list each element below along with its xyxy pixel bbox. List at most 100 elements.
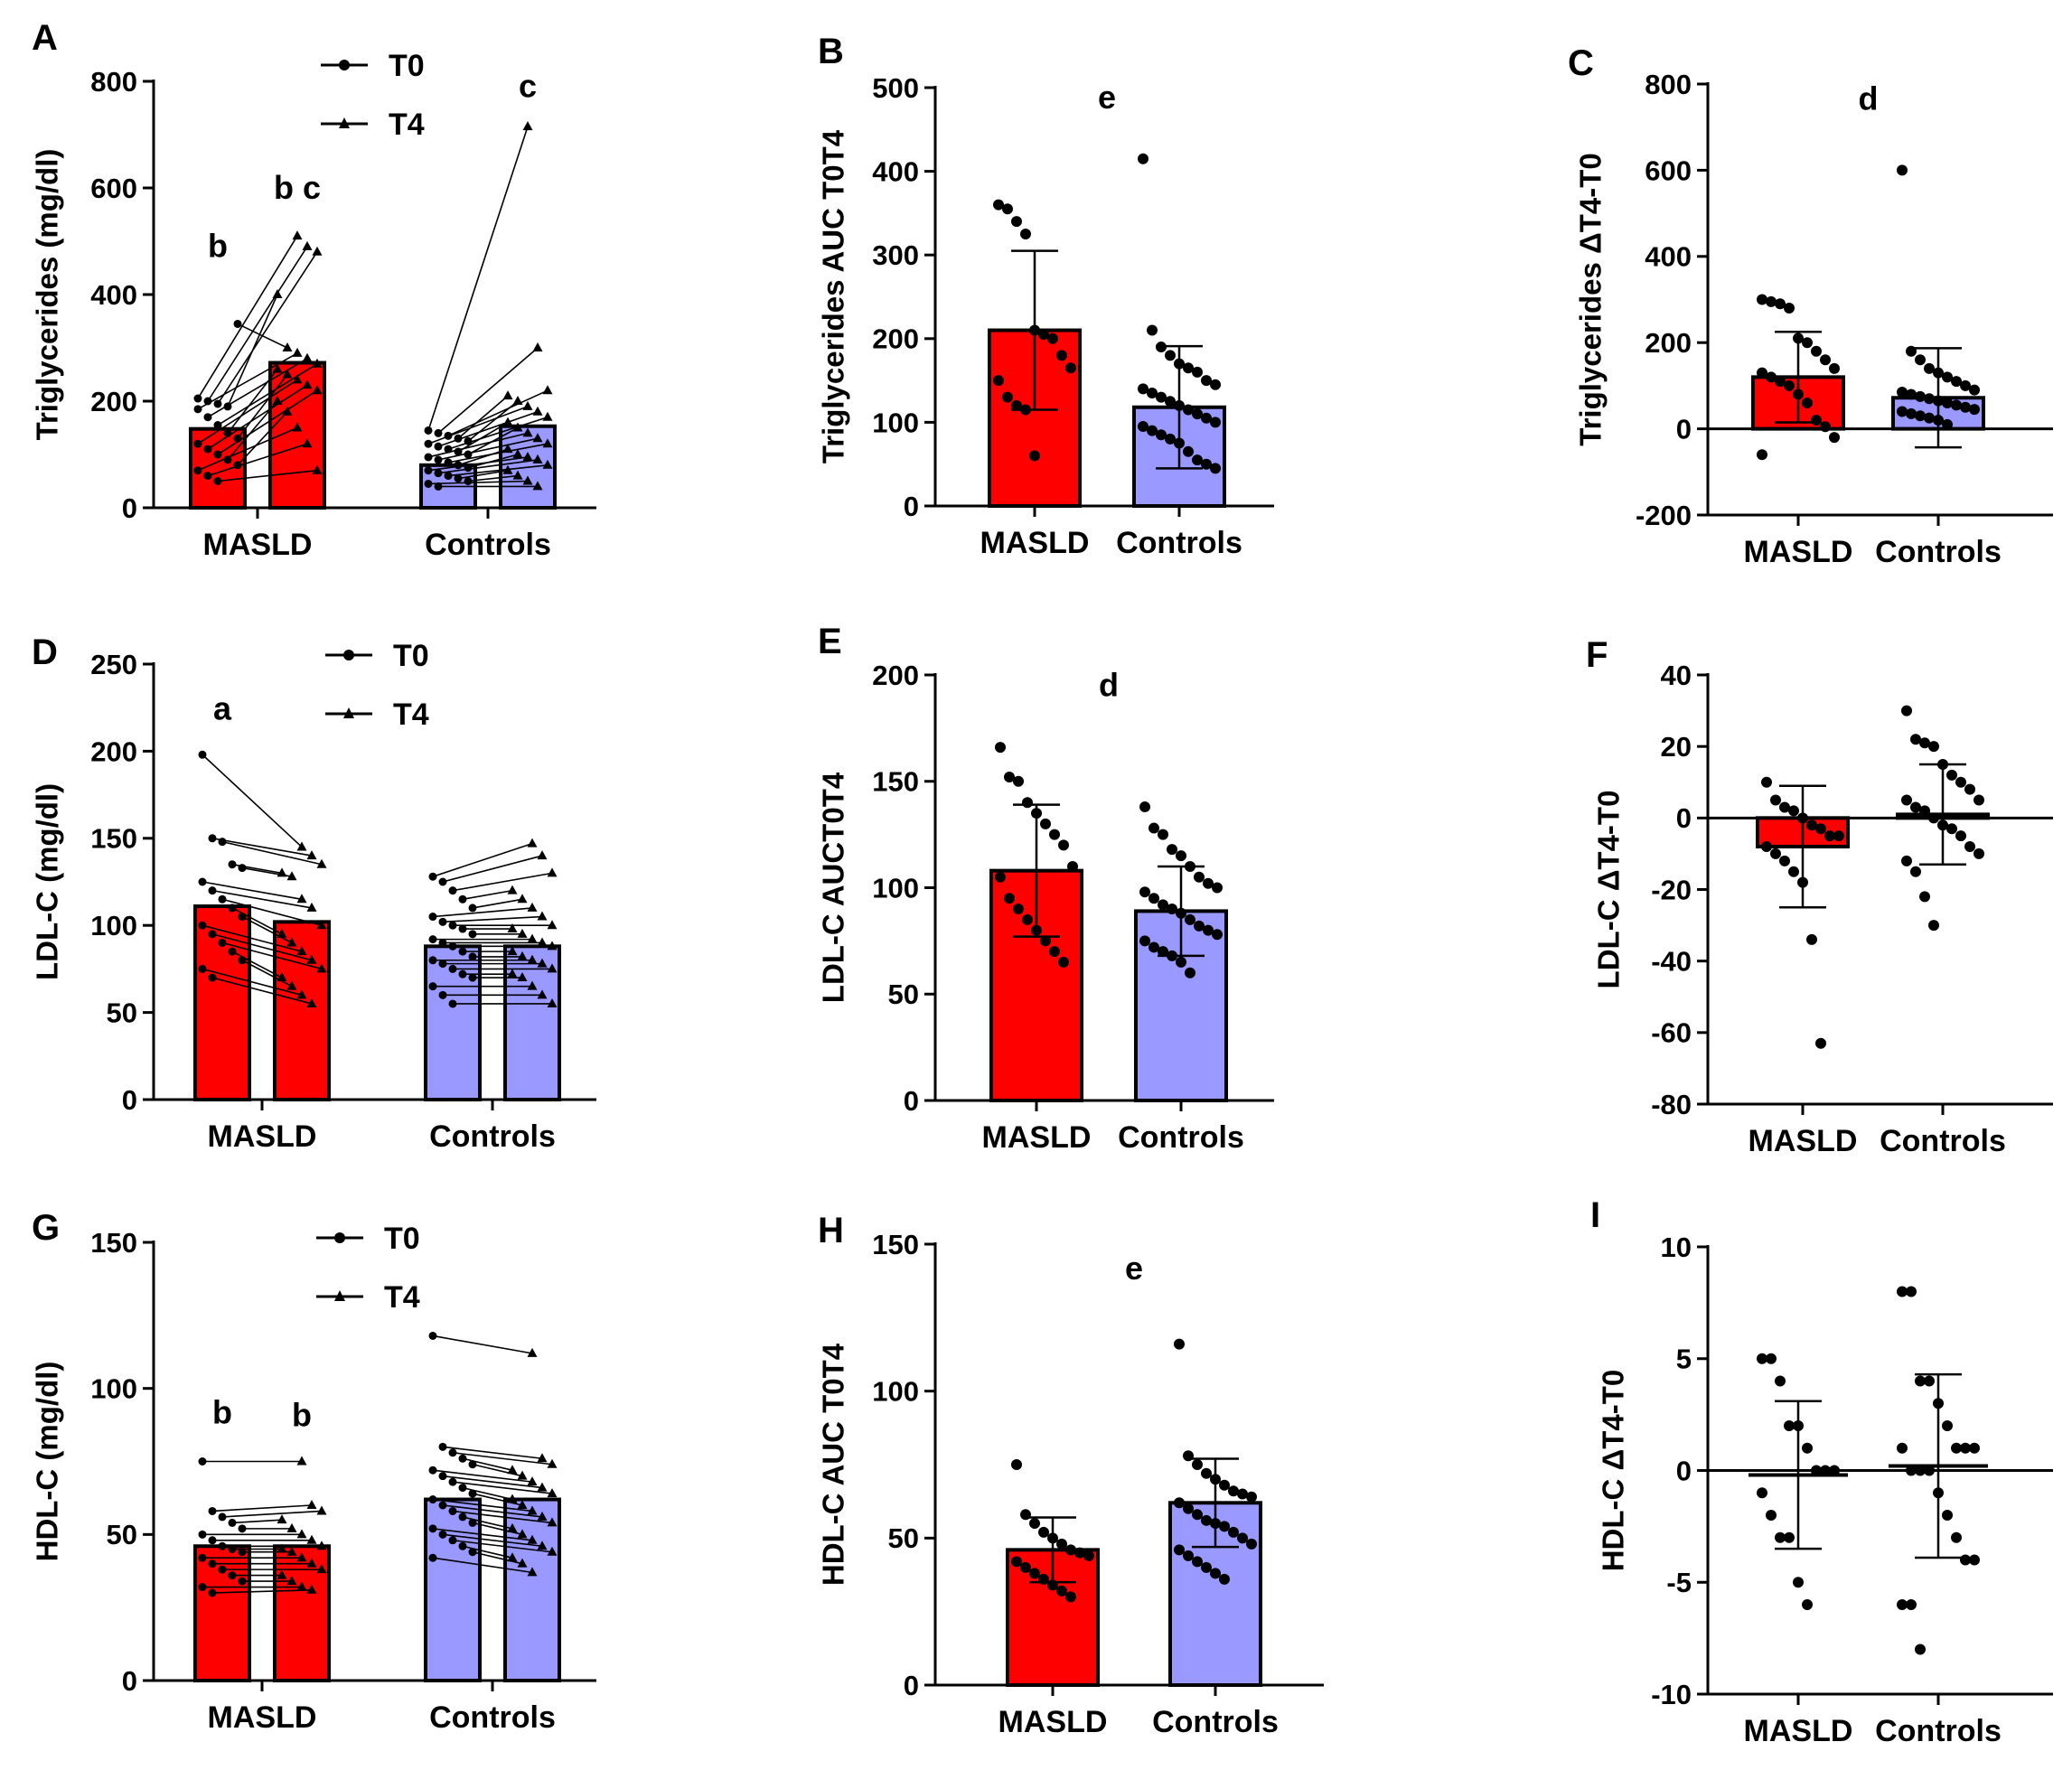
point-t0 (438, 1442, 447, 1451)
paired-line (211, 933, 313, 961)
data-point (1065, 362, 1076, 374)
point-t0 (238, 1577, 247, 1586)
paired-line (241, 915, 293, 944)
y-tick-label: 800 (90, 66, 137, 98)
point-t4 (547, 997, 558, 1007)
point-t4 (507, 1522, 518, 1532)
y-tick-label: 150 (90, 823, 137, 855)
data-point (1139, 935, 1150, 947)
data-point (1960, 1554, 1971, 1566)
paired-line (211, 1588, 313, 1594)
legend-marker-triangle (334, 1290, 345, 1301)
paired-line (207, 246, 308, 402)
data-point (1047, 332, 1058, 344)
data-point (1811, 345, 1822, 357)
data-point (1147, 425, 1158, 436)
y-tick-label: 0 (122, 1084, 137, 1116)
data-point (1802, 1442, 1813, 1454)
data-point (1915, 1465, 1926, 1476)
data-point (1820, 354, 1831, 366)
point-t4 (502, 464, 513, 474)
point-t0 (428, 935, 437, 944)
point-t0 (444, 458, 453, 467)
paired-line (452, 1452, 553, 1466)
y-tick-label: 0 (122, 492, 137, 524)
paired-line (427, 406, 529, 445)
data-point (1951, 1442, 1962, 1454)
data-point (1194, 871, 1205, 883)
paired-line (432, 1469, 533, 1483)
data-point (993, 375, 1004, 387)
data-point (1002, 203, 1013, 215)
point-t4 (302, 240, 313, 250)
panel-label: C (1568, 43, 1594, 83)
category-label: Controls (425, 528, 551, 562)
data-point (1802, 397, 1813, 408)
legend-marker-triangle (343, 707, 354, 718)
data-point (1815, 823, 1826, 835)
paired-line (432, 1498, 533, 1512)
panel-b: B Triglycerides AUC T0T4 0 100 200 300 400 500 M… (817, 32, 1274, 560)
point-t4 (292, 230, 303, 240)
data-point (1022, 797, 1033, 809)
y-tick-label: 100 (90, 1373, 137, 1405)
point-t4 (532, 342, 543, 351)
point-t0 (458, 1541, 467, 1550)
data-point (1201, 1561, 1212, 1573)
point-t0 (444, 472, 453, 481)
point-t0 (428, 1331, 437, 1340)
data-point (1906, 1465, 1917, 1476)
point-t4 (286, 1522, 297, 1532)
data-point (1158, 946, 1168, 958)
point-t4 (296, 989, 307, 999)
point-t4 (517, 972, 528, 982)
data-point (1770, 848, 1781, 859)
data-point (1074, 1547, 1085, 1559)
point-t4 (277, 972, 287, 982)
data-point (1901, 705, 1912, 716)
panel-c: C Triglycerides ΔT4-T0 -200 0 200 400 600 800 MA… (1568, 43, 2053, 569)
point-t4 (277, 1569, 287, 1579)
point-t0 (218, 894, 227, 904)
data-point (1793, 1577, 1804, 1588)
category-label: MASLD (208, 1700, 317, 1735)
paired-line (432, 1528, 533, 1541)
point-t0 (448, 1448, 457, 1457)
point-t4 (296, 1529, 307, 1539)
point-t0 (458, 1454, 467, 1463)
y-tick-label: 50 (107, 1519, 137, 1550)
data-point (1210, 417, 1221, 428)
data-point (1219, 1479, 1230, 1491)
point-t4 (517, 951, 528, 960)
panel-label: A (32, 18, 58, 58)
data-point (1942, 397, 1953, 408)
paired-line (202, 968, 303, 997)
data-point (1156, 391, 1167, 403)
data-point (1192, 1509, 1203, 1521)
point-t4 (517, 894, 528, 904)
y-tick-label: -20 (1651, 874, 1692, 905)
point-t4 (527, 1505, 538, 1515)
data-point (1820, 421, 1831, 433)
data-point (1919, 805, 1930, 817)
paired-line (227, 369, 278, 434)
data-point (1811, 1465, 1822, 1476)
data-point (1040, 818, 1051, 829)
paired-line (217, 363, 318, 426)
data-point (1964, 841, 1975, 852)
y-tick-label: 100 (90, 910, 137, 941)
point-t4 (522, 121, 533, 131)
data-point (1915, 1644, 1926, 1655)
point-t4 (542, 385, 553, 395)
point-t0 (198, 1583, 207, 1592)
category-label: MASLD (998, 1705, 1108, 1739)
legend-entry: T4 (393, 698, 429, 732)
significance-letter: e (1125, 1250, 1143, 1287)
point-t4 (527, 902, 538, 912)
category-label: Controls (429, 1119, 556, 1154)
paired-line (462, 1516, 513, 1530)
data-point (1942, 371, 1953, 383)
data-point (1924, 362, 1935, 374)
point-t0 (193, 466, 202, 475)
point-t4 (316, 1505, 327, 1515)
